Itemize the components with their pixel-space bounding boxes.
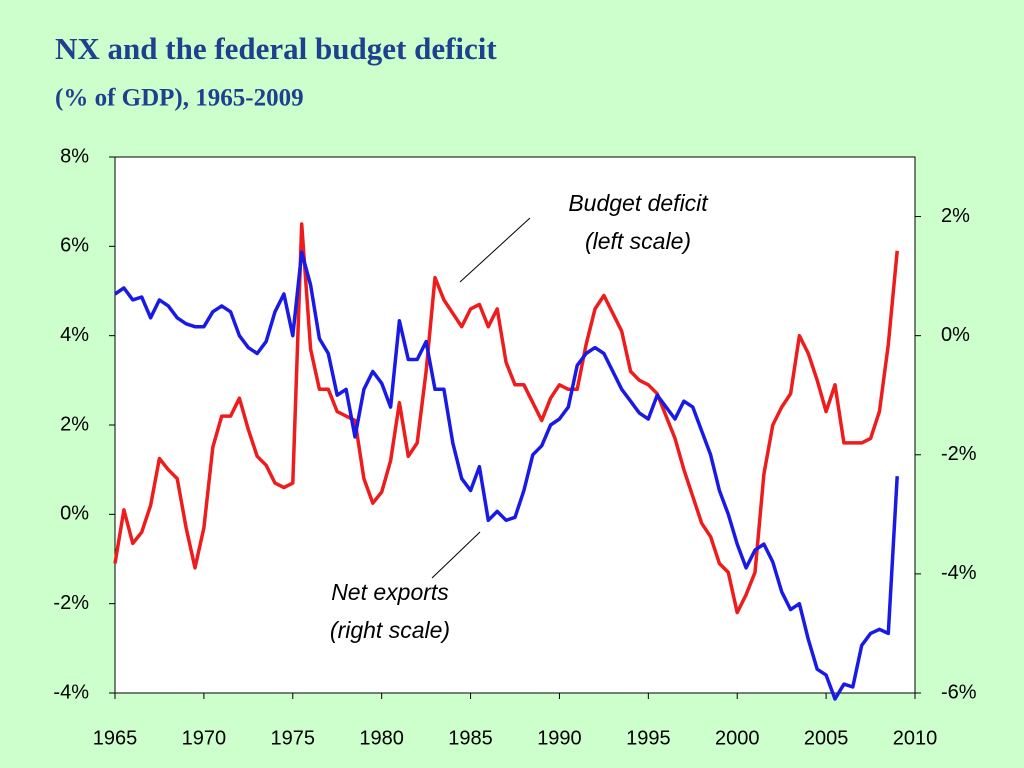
x-tick-label: 1965: [93, 727, 138, 749]
y2-tick-label: -2%: [941, 443, 977, 465]
annotation: Budget deficit: [568, 190, 709, 216]
x-tick-label: 2010: [893, 727, 938, 749]
y-tick-label: 4%: [60, 324, 89, 346]
plot-area: [114, 156, 916, 694]
x-tick-label: 2005: [804, 727, 849, 749]
y-tick-label: -4%: [53, 681, 89, 703]
x-tick-label: 1975: [271, 727, 316, 749]
leader-line: [431, 531, 481, 579]
y-tick-label: 8%: [60, 145, 89, 167]
y-tick-label: 2%: [60, 413, 89, 435]
x-tick-label: 1985: [448, 727, 493, 749]
series-line: [114, 250, 899, 701]
y-tick-label: -2%: [53, 592, 89, 614]
x-tick-label: 1995: [626, 727, 671, 749]
annotation: Net exports: [331, 579, 449, 605]
x-tick-label: 2000: [715, 727, 760, 749]
y-tick-label: 6%: [60, 235, 89, 257]
annotation: (left scale): [585, 228, 691, 254]
leader-line: [459, 217, 531, 283]
y2-tick-label: -4%: [941, 562, 977, 584]
y2-tick-label: -6%: [941, 681, 977, 703]
y-tick-label: 0%: [60, 503, 89, 525]
annotation: (right scale): [330, 617, 450, 643]
series-line: [113, 222, 899, 615]
x-tick-label: 1980: [359, 727, 404, 749]
chart-title: NX and the federal budget deficit: [55, 31, 497, 66]
x-tick-label: 1990: [537, 727, 582, 749]
x-tick-label: 1970: [182, 727, 227, 749]
y2-tick-label: 0%: [941, 324, 970, 346]
chart-subtitle: (% of GDP), 1965-2009: [55, 85, 304, 112]
y2-tick-label: 2%: [941, 205, 970, 227]
